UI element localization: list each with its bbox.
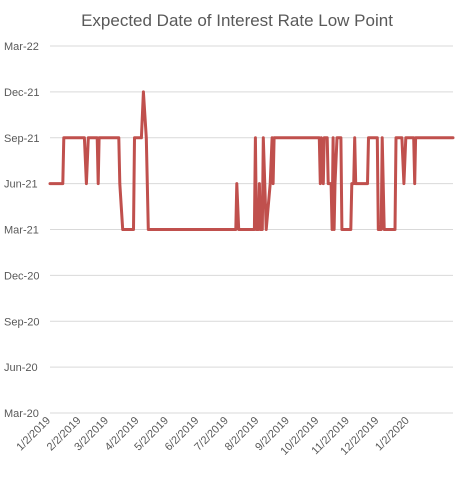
y-tick-label: Mar-20 (4, 408, 39, 420)
x-tick-label: 1/2/2020 (373, 415, 412, 454)
series-line (48, 90, 455, 231)
y-tick-label: Sep-20 (4, 316, 39, 328)
y-axis-tick-labels: Mar-22 Dec-21 Sep-21 Jun-21 Mar-21 Dec-20 Sep-… (4, 41, 39, 420)
x-axis-tick-labels: 1/2/20192/2/20193/2/20194/2/20195/2/2019… (14, 415, 412, 458)
y-tick-label: Mar-22 (4, 41, 39, 53)
y-tick-label: Sep-21 (4, 133, 39, 145)
y-tick-label: Mar-21 (4, 225, 39, 237)
chart-title: Expected Date of Interest Rate Low Point (81, 11, 393, 30)
y-tick-label: Dec-20 (4, 270, 39, 282)
y-tick-label: Jun-21 (4, 179, 38, 191)
y-tick-label: Jun-20 (4, 362, 38, 374)
series-group (48, 90, 455, 231)
y-tick-label: Dec-21 (4, 87, 39, 99)
